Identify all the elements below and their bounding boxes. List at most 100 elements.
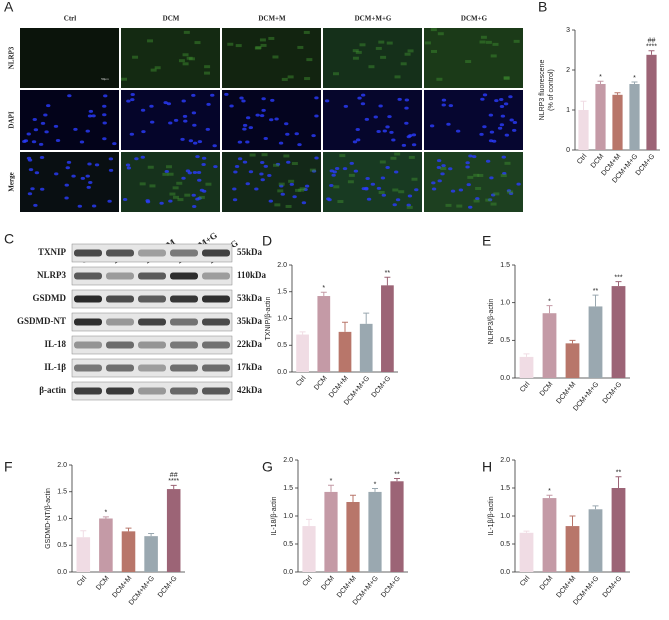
band [74, 387, 102, 395]
nucleus [102, 137, 107, 141]
signal [169, 192, 176, 196]
signal [492, 42, 499, 46]
nucleus [329, 184, 334, 188]
nucleus [391, 138, 396, 142]
nucleus [192, 123, 197, 127]
y-tick-label: 1.0 [57, 515, 67, 522]
error-bar [648, 50, 655, 55]
bar [588, 306, 603, 378]
x-tick-label: Ctrl [302, 575, 315, 588]
signal [430, 49, 437, 53]
signal [424, 41, 431, 45]
nucleus [192, 141, 198, 145]
nucleus [482, 93, 488, 97]
signal [375, 46, 382, 50]
band [170, 249, 198, 257]
nucleus [393, 170, 399, 174]
nucleus [66, 160, 72, 164]
nucleus [436, 166, 442, 170]
signal [182, 62, 189, 66]
signal [121, 77, 128, 81]
nucleus [233, 170, 238, 174]
y-tick-label: 0.5 [283, 541, 293, 548]
nucleus [364, 117, 370, 121]
signal [254, 46, 261, 50]
nucleus [499, 123, 505, 127]
signal [304, 77, 311, 81]
nucleus [80, 176, 86, 180]
nucleus [304, 184, 310, 188]
nucleus [201, 156, 207, 160]
nucleus [245, 140, 250, 144]
x-tick-label: DCM+G [602, 381, 624, 405]
y-tick-label: 0.0 [283, 569, 293, 576]
nucleus [343, 104, 349, 108]
x-tick-label: DCM+M [555, 381, 577, 405]
nucleus [441, 98, 447, 102]
x-tick-label: DCM [320, 575, 336, 592]
significance: ## [648, 38, 656, 45]
error-bar [615, 281, 622, 287]
nucleus [446, 122, 451, 126]
bar [359, 323, 373, 372]
error-bar [546, 305, 553, 314]
signal [355, 50, 362, 54]
x-tick-label: Ctrl [519, 381, 532, 394]
nucleus [500, 114, 506, 118]
nucleus [145, 200, 151, 204]
nucleus [87, 114, 93, 118]
scale-bar-label: 50μm [101, 77, 109, 81]
signal [437, 32, 444, 36]
signal [400, 62, 407, 66]
nucleus [164, 170, 169, 174]
nucleus [411, 133, 417, 137]
blot-strip [71, 381, 233, 401]
panel-label: C [4, 231, 14, 247]
band-size: 22kDa [237, 339, 263, 349]
signal [368, 65, 375, 69]
nucleus [289, 182, 295, 186]
nucleus [455, 129, 461, 133]
nucleus [259, 172, 264, 176]
signal [154, 66, 161, 70]
signal [477, 173, 484, 177]
signal [430, 28, 437, 32]
signal [347, 180, 354, 184]
signal [378, 190, 385, 194]
signal [386, 41, 393, 45]
nucleus [30, 187, 35, 191]
nucleus [494, 99, 499, 103]
band [138, 387, 166, 395]
x-tick-label: DCM+M [555, 575, 577, 599]
nucleus [314, 96, 319, 100]
nucleus [301, 201, 307, 205]
nucleus [31, 140, 37, 144]
nucleus [395, 198, 401, 202]
bar [565, 343, 580, 378]
nucleus [468, 154, 473, 158]
band [170, 318, 198, 326]
y-tick-label: 1.0 [500, 300, 510, 307]
signal [272, 55, 279, 59]
nucleus [103, 94, 108, 98]
error-bar [125, 527, 132, 532]
nucleus [414, 188, 419, 192]
nucleus [448, 104, 454, 108]
micrograph [222, 152, 321, 212]
nucleus [248, 126, 254, 130]
nucleus [79, 140, 85, 144]
nucleus [503, 102, 509, 106]
nucleus [509, 118, 514, 122]
x-tick-label: DCM+G [157, 575, 179, 599]
band [170, 341, 198, 349]
error-bar [592, 294, 599, 307]
nucleus [260, 178, 265, 182]
x-tick-label: DCM [539, 575, 555, 592]
signal [172, 195, 179, 199]
nucleus [404, 121, 409, 125]
bar [302, 526, 316, 572]
nucleus [450, 189, 456, 193]
nucleus [91, 114, 96, 118]
band [170, 272, 198, 280]
nucleus [85, 129, 90, 133]
